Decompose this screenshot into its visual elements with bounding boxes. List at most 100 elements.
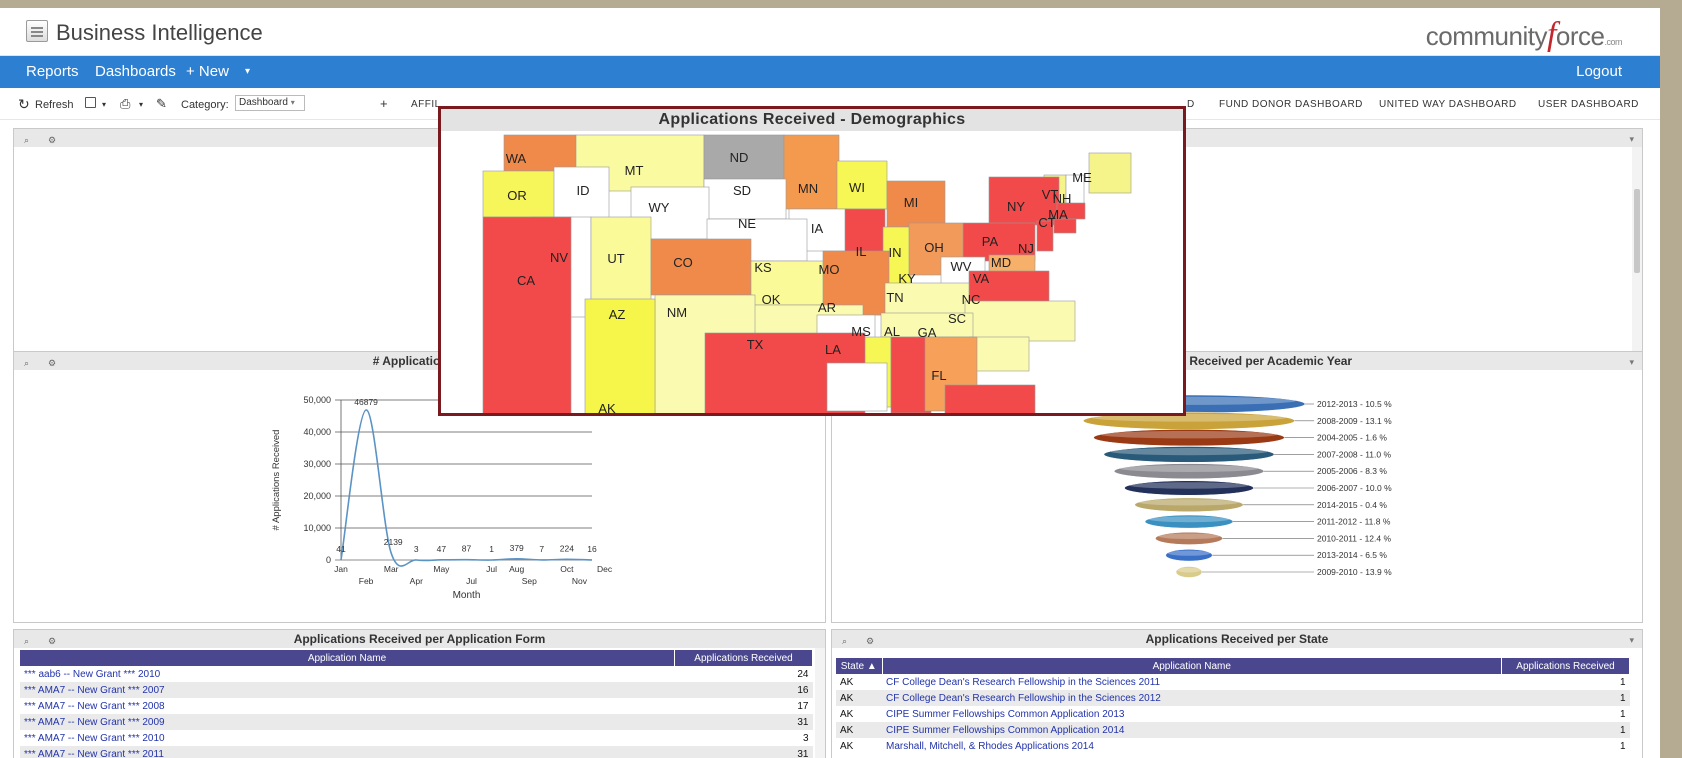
- gear-icon[interactable]: ⚙: [48, 358, 57, 368]
- zoom-icon[interactable]: ⌕: [24, 636, 30, 646]
- add-tab-icon[interactable]: +: [380, 96, 388, 111]
- state-region-mn[interactable]: [783, 134, 840, 210]
- application-link[interactable]: CIPE Summer Fellowships Common Applicati…: [886, 724, 1125, 736]
- table-cell[interactable]: *** aab6 -- New Grant *** 2010: [20, 666, 675, 682]
- tab-partial[interactable]: D: [1187, 99, 1195, 110]
- print-icon[interactable]: ⎙: [120, 96, 131, 111]
- table-row[interactable]: *** AMA7 -- New Grant *** 2007 16: [20, 682, 813, 698]
- scroll-thumb[interactable]: [1634, 189, 1640, 273]
- state-region-ca[interactable]: [482, 216, 572, 413]
- table-row[interactable]: AK CF College Dean's Research Fellowship …: [836, 674, 1630, 690]
- state-region-ct[interactable]: [1053, 218, 1077, 234]
- state-label: TN: [886, 290, 903, 305]
- zoom-icon[interactable]: ⌕: [24, 358, 30, 368]
- state-region-co[interactable]: [650, 238, 752, 296]
- nav-dashboards[interactable]: Dashboards: [95, 63, 176, 80]
- column-header[interactable]: Application Name: [20, 650, 675, 666]
- caret-down-icon[interactable]: ▾: [139, 100, 144, 109]
- table-cell[interactable]: CF College Dean's Research Fellowship in…: [882, 690, 1502, 706]
- application-link[interactable]: *** AMA7 -- New Grant *** 2008: [24, 700, 165, 712]
- state-region-al[interactable]: [890, 336, 932, 413]
- nav-new[interactable]: + New: [186, 63, 229, 80]
- application-link[interactable]: *** AMA7 -- New Grant *** 2010: [24, 732, 165, 744]
- table-cell: AK: [840, 676, 854, 688]
- gear-icon[interactable]: ⚙: [48, 135, 57, 145]
- scrollbar[interactable]: [815, 648, 825, 758]
- zoom-icon[interactable]: ⌕: [842, 636, 848, 646]
- save-icon[interactable]: [85, 97, 96, 108]
- chevron-down-icon[interactable]: ▾: [1629, 357, 1634, 367]
- caret-down-icon[interactable]: ▾: [245, 66, 251, 77]
- application-link[interactable]: CF College Dean's Research Fellowship in…: [886, 692, 1161, 704]
- state-region-ny[interactable]: [988, 176, 1060, 226]
- state-region-me[interactable]: [1088, 152, 1132, 194]
- application-link[interactable]: *** AMA7 -- New Grant *** 2011: [24, 748, 164, 758]
- funnel-slice[interactable]: [1103, 446, 1275, 463]
- zoom-icon[interactable]: ⌕: [24, 135, 30, 145]
- state-region-mi[interactable]: [886, 180, 946, 228]
- state-region-fl[interactable]: [944, 384, 1036, 413]
- table-row[interactable]: *** AMA7 -- New Grant *** 2009 31: [20, 714, 813, 730]
- column-header[interactable]: Application Name: [882, 658, 1502, 674]
- chevron-down-icon[interactable]: ▾: [1629, 635, 1634, 645]
- table-cell[interactable]: *** AMA7 -- New Grant *** 2011: [20, 746, 675, 758]
- state-region-sc[interactable]: [968, 336, 1030, 372]
- table-row[interactable]: *** AMA7 -- New Grant *** 2010 3: [20, 730, 813, 746]
- table-row[interactable]: AK CIPE Summer Fellowships Common Applica…: [836, 706, 1630, 722]
- tab-user-dashboard[interactable]: USER DASHBOARD: [1538, 99, 1639, 110]
- refresh-icon[interactable]: ↻: [18, 96, 30, 112]
- table-cell[interactable]: *** AMA7 -- New Grant *** 2008: [20, 698, 675, 714]
- edit-icon[interactable]: ✎: [156, 96, 167, 111]
- category-select[interactable]: Dashboard ▾: [235, 95, 305, 111]
- table-cell[interactable]: *** AMA7 -- New Grant *** 2007: [20, 682, 675, 698]
- scrollbar[interactable]: [1632, 147, 1642, 355]
- table-cell[interactable]: *** AMA7 -- New Grant *** 2010: [20, 730, 675, 746]
- table-row[interactable]: AK Marshall, Mitchell, & Rhodes Applicati…: [836, 738, 1630, 754]
- funnel-slice[interactable]: [1155, 531, 1223, 545]
- table-row[interactable]: *** aab6 -- New Grant *** 2010 24: [20, 666, 813, 682]
- state-region-pa[interactable]: [962, 222, 1036, 262]
- refresh-button[interactable]: Refresh: [35, 99, 74, 111]
- state-region-tn[interactable]: [880, 312, 974, 338]
- table-cell[interactable]: Marshall, Mitchell, & Rhodes Application…: [882, 738, 1502, 754]
- state-region-la[interactable]: [826, 362, 888, 412]
- table-cell[interactable]: *** AMA7 -- New Grant *** 2009: [20, 714, 675, 730]
- state-label: FL: [931, 368, 946, 383]
- state-region-nd[interactable]: [703, 134, 785, 180]
- state-region-sd[interactable]: [703, 178, 787, 220]
- table-row[interactable]: AK CF College Dean's Research Fellowship …: [836, 690, 1630, 706]
- state-region-nc[interactable]: [964, 300, 1076, 342]
- application-link[interactable]: *** AMA7 -- New Grant *** 2009: [24, 716, 165, 728]
- tab-united-way[interactable]: UNITED WAY DASHBOARD: [1379, 99, 1517, 110]
- table-row[interactable]: *** AMA7 -- New Grant *** 2008 17: [20, 698, 813, 714]
- table-row[interactable]: AK CIPE Summer Fellowships Common Applica…: [836, 722, 1630, 738]
- caret-down-icon[interactable]: ▾: [102, 100, 107, 109]
- table-row[interactable]: *** AMA7 -- New Grant *** 2011 31: [20, 746, 813, 758]
- column-header[interactable]: Applications Received: [1501, 658, 1630, 674]
- table-cell[interactable]: CIPE Summer Fellowships Common Applicati…: [882, 722, 1502, 738]
- gear-icon[interactable]: ⚙: [48, 636, 57, 646]
- column-header[interactable]: State ▲: [836, 658, 883, 674]
- chevron-down-icon[interactable]: ▾: [1629, 134, 1634, 144]
- state-region-mo[interactable]: [822, 250, 890, 316]
- panel-title: Applications Received per Application Fo…: [293, 632, 546, 646]
- table-cell[interactable]: CF College Dean's Research Fellowship in…: [882, 674, 1502, 690]
- nav-reports[interactable]: Reports: [26, 63, 79, 80]
- tab-affiliate[interactable]: AFFIL: [411, 99, 441, 110]
- column-header[interactable]: Applications Received: [674, 650, 813, 666]
- gear-icon[interactable]: ⚙: [866, 636, 875, 646]
- state-region-ut[interactable]: [590, 216, 652, 302]
- state-label: ND: [730, 150, 749, 165]
- application-link[interactable]: CF College Dean's Research Fellowship in…: [886, 676, 1161, 688]
- state-region-ky[interactable]: [884, 282, 970, 316]
- state-region-nj[interactable]: [1036, 220, 1054, 252]
- funnel-slice[interactable]: [1134, 497, 1244, 512]
- state-region-az[interactable]: [584, 298, 656, 413]
- application-link[interactable]: CIPE Summer Fellowships Common Applicati…: [886, 708, 1125, 720]
- nav-logout[interactable]: Logout: [1576, 63, 1622, 80]
- tab-fund-donor[interactable]: FUND DONOR DASHBOARD: [1219, 99, 1363, 110]
- table-cell[interactable]: CIPE Summer Fellowships Common Applicati…: [882, 706, 1502, 722]
- application-link[interactable]: *** aab6 -- New Grant *** 2010: [24, 668, 161, 680]
- application-link[interactable]: *** AMA7 -- New Grant *** 2007: [24, 684, 165, 696]
- application-link[interactable]: Marshall, Mitchell, & Rhodes Application…: [886, 740, 1094, 752]
